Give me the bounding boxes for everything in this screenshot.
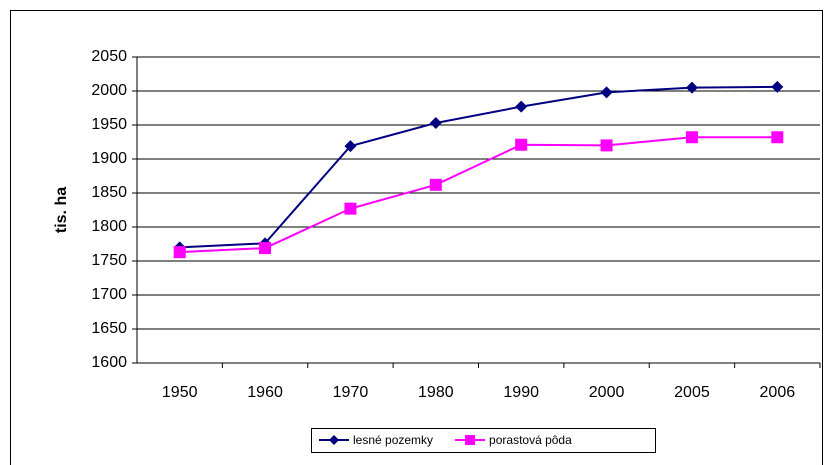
data-point [429,178,442,191]
data-point [771,80,784,93]
y-axis-label: tis. ha [53,187,70,233]
x-tick-label: 1950 [162,384,198,401]
x-tick-label: 1960 [247,384,283,401]
x-tick-label: 1980 [418,384,454,401]
data-point [259,242,272,255]
y-tick-label: 1850 [91,184,127,201]
y-tick-label: 1950 [91,116,127,133]
x-tick-label: 2000 [589,384,625,401]
x-tick-label: 2005 [674,384,710,401]
series-line [179,85,778,249]
y-tick-label: 2000 [91,82,127,99]
data-point [344,140,357,153]
y-tick-label: 1700 [91,286,127,303]
y-tick-label: 1650 [91,320,127,337]
data-point [429,116,442,129]
legend-label: porastová pôda [489,433,572,447]
legend-marker [329,435,339,445]
data-point [600,86,613,99]
y-tick-label: 1800 [91,218,127,235]
data-point [771,131,784,144]
y-tick-label: 1900 [91,150,127,167]
chart-border [10,10,823,465]
legend-marker [465,435,476,445]
y-tick-label: 1600 [91,354,127,371]
y-tick-label: 2050 [91,48,127,65]
data-point [173,246,186,259]
data-point [685,131,698,144]
data-point [515,100,528,113]
x-tick-label: 1990 [503,384,539,401]
data-point [515,138,528,151]
legend-label: lesné pozemky [353,433,433,447]
y-tick-label: 1750 [91,252,127,269]
x-tick-label: 2006 [760,384,796,401]
data-point [685,81,698,94]
data-point [600,139,613,152]
series-line [179,136,778,254]
data-point [344,202,357,215]
x-tick-label: 1970 [333,384,369,401]
